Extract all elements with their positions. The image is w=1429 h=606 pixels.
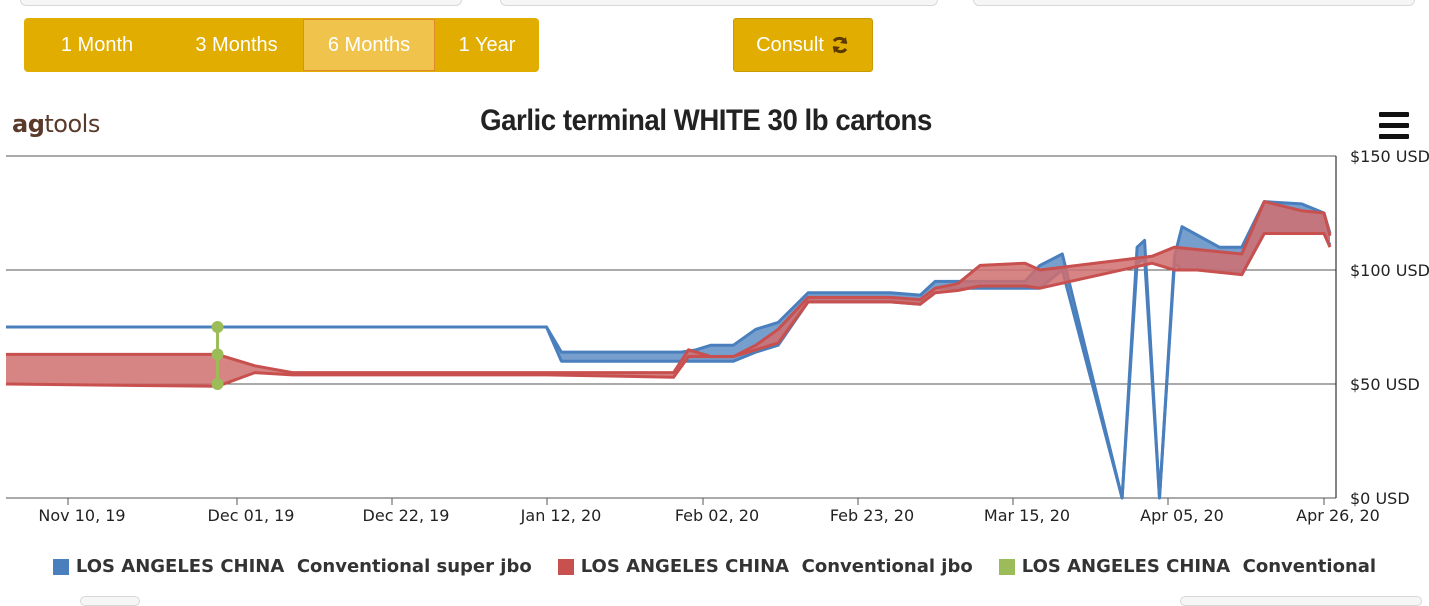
x-tick-label: Dec 01, 19 xyxy=(208,506,295,525)
top-input-fragment[interactable] xyxy=(500,0,938,6)
range-button-1-year[interactable]: 1 Year xyxy=(458,33,516,56)
refresh-icon xyxy=(832,36,848,54)
hamburger-menu-icon[interactable] xyxy=(1379,112,1409,140)
series-line-jbo-low xyxy=(5,232,1332,388)
range-button-1-month[interactable]: 1 Month xyxy=(60,33,134,56)
range-button-6-months[interactable]: 6 Months xyxy=(303,19,435,71)
top-toolbar-fragment xyxy=(0,0,1429,6)
legend-item-jbo[interactable]: LOS ANGELES CHINA Conventional jbo xyxy=(557,556,973,577)
bottom-control-fragment[interactable] xyxy=(1180,596,1422,606)
x-tick-label: Apr 05, 20 xyxy=(1140,506,1224,525)
consult-button[interactable]: Consult xyxy=(733,18,873,72)
series-point-conventional xyxy=(211,378,224,390)
y-tick-label: $150 USD xyxy=(1350,147,1429,166)
y-tick-label: $100 USD xyxy=(1350,261,1429,280)
legend-swatch xyxy=(557,558,574,575)
consult-label: Consult xyxy=(756,33,824,56)
range-button-3-months[interactable]: 3 Months xyxy=(195,33,278,56)
series-line-jbo-high xyxy=(6,200,1332,375)
x-tick-label: Jan 12, 20 xyxy=(520,506,602,525)
chart-legend: LOS ANGELES CHINA Conventional super jbo… xyxy=(0,556,1429,577)
x-tick-label: Mar 15, 20 xyxy=(984,506,1070,525)
bottom-control-fragment[interactable] xyxy=(80,596,140,606)
x-tick-label: Dec 22, 19 xyxy=(363,506,450,525)
legend-swatch xyxy=(998,558,1015,575)
top-input-fragment[interactable] xyxy=(20,0,462,6)
price-chart: $0 USD $50 USD $100 USD $150 USD Nov 10, 19 D… xyxy=(5,147,1429,525)
time-range-selector: 1 Month 3 Months 6 Months 1 Year xyxy=(24,18,539,72)
chart-axes: $0 USD $50 USD $100 USD $150 USD Nov 10, 19 D… xyxy=(38,147,1429,525)
legend-item-super-jbo[interactable]: LOS ANGELES CHINA Conventional super jbo xyxy=(52,556,532,577)
x-tick-label: Feb 23, 20 xyxy=(830,506,914,525)
x-tick-label: Feb 02, 20 xyxy=(675,506,759,525)
chart-title: Garlic terminal WHITE 30 lb cartons xyxy=(480,104,932,137)
x-tick-label: Apr 26, 20 xyxy=(1296,506,1380,525)
series-area-jbo xyxy=(6,201,1330,387)
top-input-fragment[interactable] xyxy=(973,0,1415,6)
chart-series xyxy=(5,200,1332,500)
series-point-conventional xyxy=(211,348,224,361)
agtools-logo: agtools xyxy=(12,110,100,138)
x-tick-label: Nov 10, 19 xyxy=(38,506,125,525)
legend-item-conventional[interactable]: LOS ANGELES CHINA Conventional xyxy=(998,556,1376,577)
series-point-conventional xyxy=(211,321,224,333)
y-tick-label: $0 USD xyxy=(1350,489,1410,508)
legend-swatch xyxy=(52,558,69,575)
y-tick-label: $50 USD xyxy=(1350,375,1420,394)
